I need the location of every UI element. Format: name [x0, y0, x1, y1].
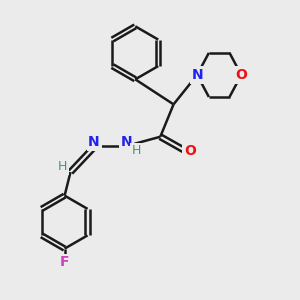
Text: H: H — [131, 144, 141, 158]
Text: N: N — [88, 135, 100, 149]
Text: N: N — [121, 135, 132, 149]
Text: H: H — [58, 160, 67, 173]
Text: N: N — [191, 68, 203, 82]
Text: O: O — [235, 68, 247, 82]
Text: O: O — [184, 145, 196, 158]
Text: F: F — [60, 255, 69, 269]
